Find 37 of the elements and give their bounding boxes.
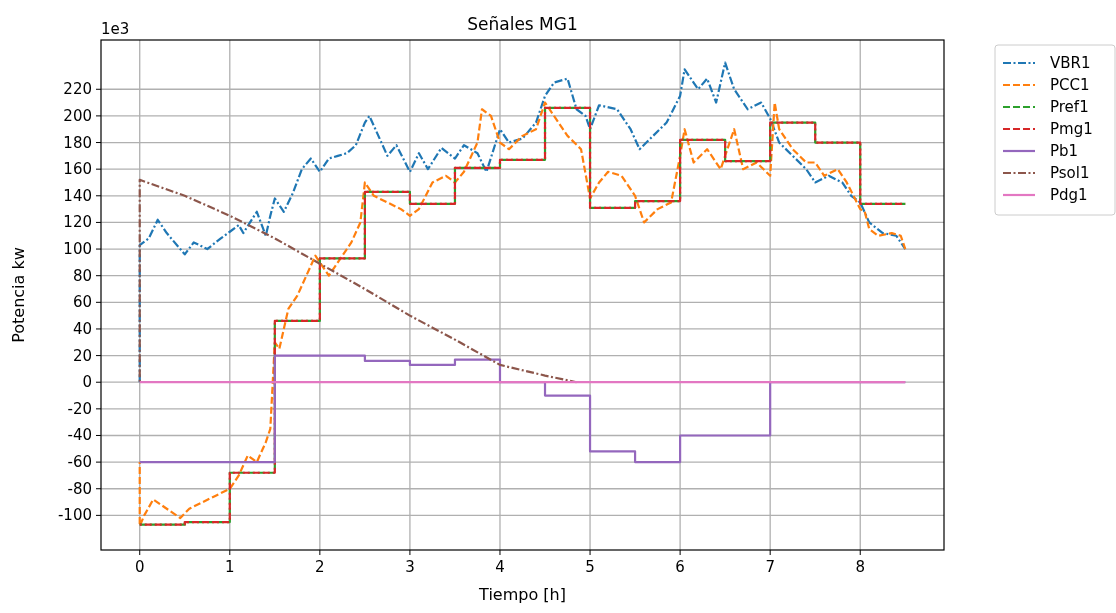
x-tick-label: 5 bbox=[585, 558, 595, 576]
legend-label: Pref1 bbox=[1050, 98, 1089, 116]
y-tick-label: 40 bbox=[72, 319, 92, 338]
y-tick-label: -20 bbox=[67, 399, 92, 418]
legend-label: Psol1 bbox=[1050, 164, 1090, 182]
y-axis-title: Potencia kw bbox=[9, 247, 28, 343]
x-tick-label: 6 bbox=[675, 558, 685, 576]
legend-label: Pdg1 bbox=[1050, 186, 1088, 204]
x-tick-label: 4 bbox=[495, 558, 505, 576]
x-tick-label: 7 bbox=[765, 558, 775, 576]
text: 1e3 bbox=[101, 20, 130, 38]
y-tick-label: -60 bbox=[67, 453, 92, 472]
y-tick-label: 20 bbox=[72, 346, 92, 365]
legend-label: VBR1 bbox=[1050, 54, 1091, 72]
y-tick-label: 80 bbox=[72, 266, 92, 285]
y-tick-label: 0 bbox=[82, 373, 92, 392]
y-tick-label: 140 bbox=[63, 186, 92, 205]
x-tick-label: 3 bbox=[405, 558, 415, 576]
y-tick-label: 180 bbox=[63, 133, 92, 152]
legend-label: Pmg1 bbox=[1050, 120, 1093, 138]
y-tick-label: 160 bbox=[63, 160, 92, 179]
y-tick-label: 200 bbox=[63, 106, 92, 125]
y-tick-label: 60 bbox=[72, 293, 92, 312]
y-tick-label: 100 bbox=[63, 240, 92, 259]
legend-label: Pb1 bbox=[1050, 142, 1079, 160]
y-tick-label: 120 bbox=[63, 213, 92, 232]
y-tick-label: -100 bbox=[57, 506, 92, 525]
x-tick-label: 0 bbox=[134, 558, 145, 576]
y-tick-label: -40 bbox=[67, 426, 92, 445]
chart-title: Señales MG1 bbox=[467, 14, 578, 34]
y-tick-label: 220 bbox=[63, 80, 92, 99]
y-tick-label: -80 bbox=[67, 479, 92, 498]
legend-label: PCC1 bbox=[1050, 76, 1090, 94]
x-tick-label: 8 bbox=[855, 558, 866, 576]
x-tick-label: 1 bbox=[225, 558, 235, 576]
x-tick-label: 2 bbox=[315, 558, 325, 576]
x-axis-title: Tiempo [h] bbox=[478, 585, 566, 604]
